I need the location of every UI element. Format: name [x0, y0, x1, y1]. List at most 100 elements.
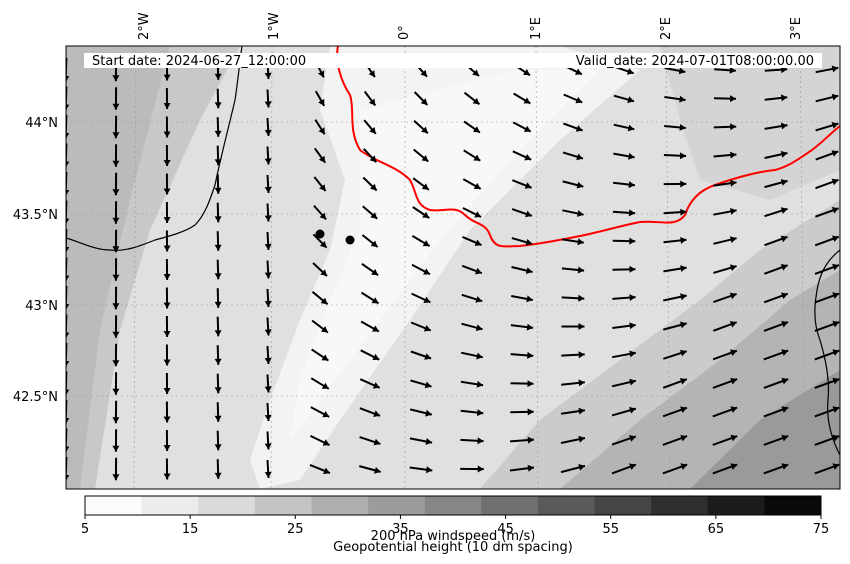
wind-vector-head [214, 216, 222, 223]
wind-vector-head [679, 152, 687, 160]
wind-vector-head [627, 124, 635, 132]
wind-vector-head [214, 102, 222, 109]
wind-vector-head [781, 320, 788, 328]
wind-vector-head [476, 352, 483, 360]
wind-vector-head [730, 95, 736, 103]
wind-vector-head [629, 406, 636, 414]
wind-vector-head [66, 304, 70, 310]
wind-vector-head [477, 409, 484, 417]
colorbar-bin [198, 496, 256, 515]
wind-vector-head [423, 325, 431, 332]
wind-vector-head [66, 218, 70, 224]
wind-vector-head [373, 438, 381, 446]
windspeed-band-light-core [250, 46, 640, 489]
wind-vector-head [730, 349, 737, 356]
wind-vector-head [729, 236, 737, 243]
wind-vector-head [425, 466, 433, 474]
wind-vector-head [680, 406, 687, 413]
windspeed-band-lightest [290, 70, 600, 440]
lon-label-1w: 1°W [267, 12, 282, 40]
wind-vector-head [831, 65, 839, 73]
wind-vector-head [214, 244, 222, 251]
start-date-label: Start date: 2024-06-27_12:00:00 [92, 54, 306, 69]
wind-vector-head [476, 380, 484, 388]
wind-vector-head [264, 386, 272, 393]
wind-vector-head [163, 302, 171, 309]
wind-vector-head [680, 463, 688, 470]
windspeed-colorbar [85, 496, 822, 515]
wind-vector-head [424, 381, 432, 389]
wind-vector-head [780, 94, 788, 102]
wind-vector-head [112, 274, 120, 281]
colorbar-bin [537, 496, 596, 515]
wind-vector-head [214, 73, 222, 80]
wind-vector-head [163, 416, 171, 423]
wind-vector-head [369, 155, 377, 163]
wind-vector-head [163, 359, 171, 366]
wind-vector-head [264, 357, 272, 364]
colorbar-bin [85, 496, 143, 515]
colorbar-bin [764, 496, 822, 515]
wind-vector-head [832, 463, 840, 470]
wind-vector-head [420, 98, 428, 105]
wind-vector-head [66, 247, 70, 253]
wind-vector-head [264, 215, 272, 222]
wind-vector-head [578, 294, 585, 302]
wind-vector-head [214, 472, 222, 479]
colorbar-tick-label: 5 [81, 522, 89, 537]
wind-vector-head [578, 351, 585, 359]
wind-vector-head [680, 236, 687, 244]
wind-vector-head [475, 267, 482, 275]
wind-vector-head [112, 246, 120, 253]
wind-vector-head [679, 95, 686, 103]
lat-label-43-5n: 43.5°N [13, 208, 58, 223]
wind-vector-head [578, 379, 585, 387]
wind-vector-head [576, 181, 584, 189]
wind-vector-head [477, 437, 484, 445]
wind-vector-head [526, 323, 534, 331]
wind-vector-head [214, 330, 222, 337]
wind-vector-head [832, 292, 840, 299]
wind-vector-head [575, 68, 582, 75]
wind-vector-head [831, 93, 839, 101]
wind-vector-head [163, 188, 171, 195]
wind-vector-head [629, 350, 636, 358]
wind-vector-head [527, 436, 534, 444]
colorbar-tick-label: 45 [497, 522, 514, 537]
wind-vector-head [680, 293, 687, 301]
wind-vector-head [112, 160, 120, 167]
colorbar-tick-label: 55 [602, 522, 619, 537]
wind-vector-head [679, 378, 687, 385]
wind-vector-head [163, 331, 171, 337]
map-frame [65, 45, 841, 490]
wind-vector-head [527, 380, 534, 388]
wind-vector-head [163, 274, 171, 280]
wind-vector-head [832, 263, 839, 271]
wind-vector-head [320, 297, 328, 305]
wind-vector-head [425, 438, 433, 445]
lon-label-0: 0° [397, 25, 412, 40]
wind-vector-head [318, 155, 326, 163]
wind-vector-head [781, 377, 789, 385]
wind-vector-head [628, 152, 635, 160]
wind-vector-head [729, 66, 736, 74]
wind-vector-head [578, 323, 585, 330]
wind-vector-head [575, 96, 583, 104]
wind-vector-head [730, 463, 738, 470]
wind-vector-head [214, 444, 222, 451]
wind-vector-head [474, 211, 482, 218]
wind-vector-head [317, 70, 325, 78]
station-marker-1 [315, 229, 325, 239]
wind-vector-head [322, 411, 330, 418]
wind-vector-head [678, 67, 686, 75]
wind-vector-head [163, 445, 171, 451]
wind-vector-head [680, 180, 687, 188]
wind-vector-head [373, 410, 381, 417]
wind-vector-head [475, 324, 483, 332]
wind-vector-head [425, 409, 432, 417]
wind-vector-head [831, 207, 839, 214]
wind-vector-head [368, 70, 375, 78]
wind-vector-head [264, 300, 272, 307]
wind-vector-head [525, 210, 532, 218]
colorbar-bin [368, 496, 426, 515]
